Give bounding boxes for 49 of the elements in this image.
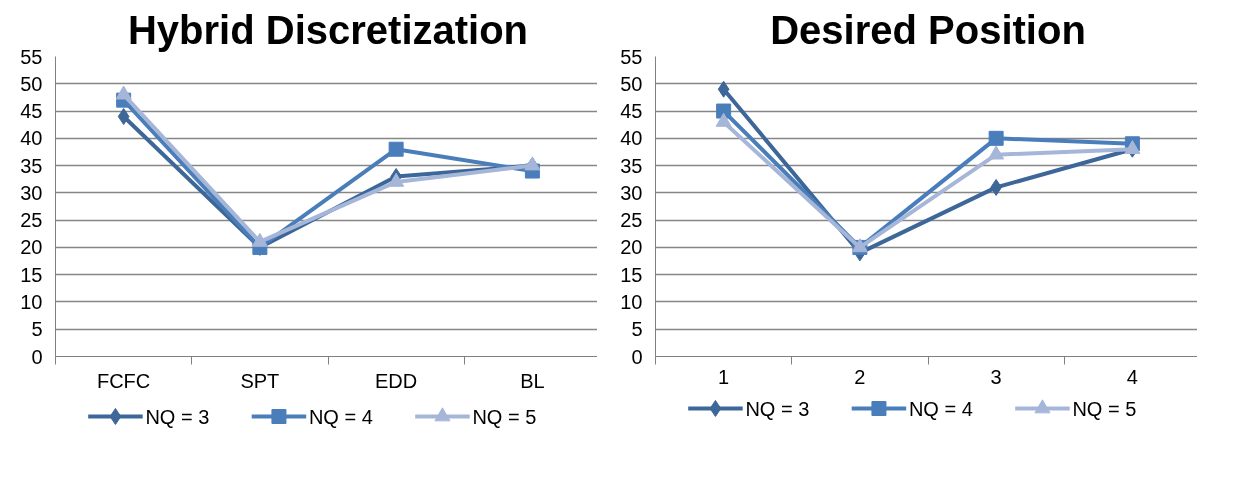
y-tick-label: 5 xyxy=(31,318,43,341)
y-tick-label: 35 xyxy=(620,154,643,177)
y-tick-label: 55 xyxy=(620,45,643,68)
legend-label: NQ = 3 xyxy=(745,397,810,420)
legend-label: NQ = 4 xyxy=(308,405,373,428)
y-tick-label: 30 xyxy=(20,181,43,204)
point xyxy=(715,112,732,127)
y-tick-label: 50 xyxy=(620,72,643,95)
legend-label: NQ = 5 xyxy=(1072,397,1137,420)
point xyxy=(388,172,405,187)
x-tick-label: BL xyxy=(520,369,545,392)
y-tick-label: 20 xyxy=(620,236,643,259)
chart-title: Desired Position xyxy=(770,7,1086,52)
y-tick-label: 45 xyxy=(620,100,643,123)
legend-label: NQ = 4 xyxy=(908,397,973,420)
legend-label: NQ = 3 xyxy=(145,405,210,428)
y-tick-label: 25 xyxy=(620,209,643,232)
y-tick-label: 20 xyxy=(20,236,43,259)
y-tick-label: 45 xyxy=(20,100,43,123)
point xyxy=(988,145,1005,160)
y-tick-label: 15 xyxy=(20,263,43,286)
x-tick-label: SPT xyxy=(240,369,280,392)
y-tick-label: 10 xyxy=(620,290,643,313)
y-tick-label: 55 xyxy=(20,45,43,68)
y-tick-label: 35 xyxy=(20,154,43,177)
x-tick-label: 2 xyxy=(854,365,866,388)
y-tick-label: 10 xyxy=(20,290,43,313)
y-tick-label: 40 xyxy=(620,127,643,150)
y-tick-label: 15 xyxy=(620,263,643,286)
point xyxy=(388,141,404,157)
y-tick-label: 0 xyxy=(631,345,643,368)
y-tick-label: 5 xyxy=(631,318,643,341)
chart-title: Hybrid Discretization xyxy=(127,7,529,52)
x-tick-label: EDD xyxy=(375,369,418,392)
point xyxy=(717,80,730,98)
y-tick-label: 40 xyxy=(20,127,43,150)
y-tick-label: 0 xyxy=(31,345,43,368)
point xyxy=(524,156,541,171)
point xyxy=(251,232,268,247)
legend-label: NQ = 5 xyxy=(472,405,537,428)
y-tick-label: 50 xyxy=(20,72,43,95)
y-tick-label: 25 xyxy=(20,209,43,232)
x-tick-label: FCFC xyxy=(96,369,151,392)
y-tick-label: 30 xyxy=(620,181,643,204)
point xyxy=(117,108,130,125)
point xyxy=(988,130,1004,146)
x-tick-label: 4 xyxy=(1126,365,1138,388)
x-tick-label: 3 xyxy=(990,365,1002,388)
x-tick-label: 1 xyxy=(718,365,730,388)
